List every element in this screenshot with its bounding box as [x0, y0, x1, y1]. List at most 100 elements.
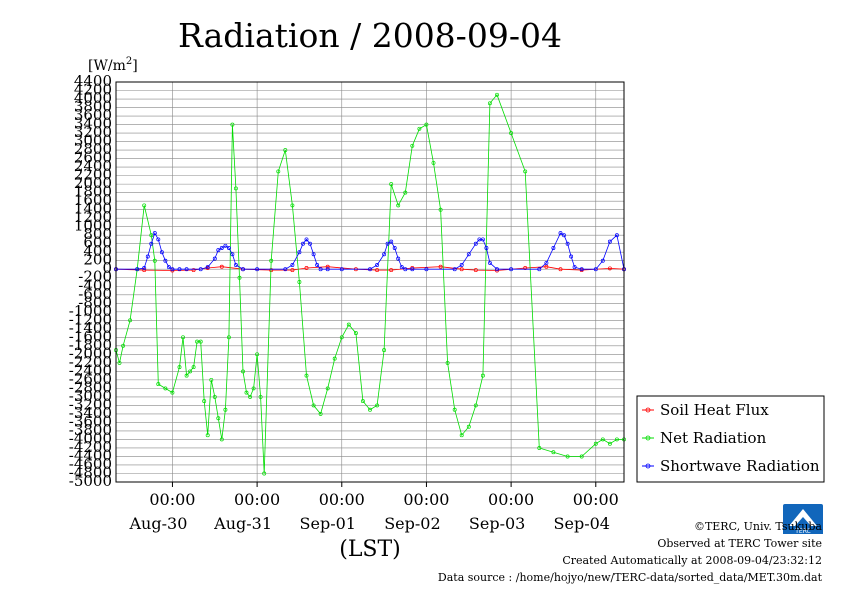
data-point	[149, 241, 154, 246]
x-tick-date: Sep-04	[554, 514, 610, 533]
data-point	[495, 267, 499, 272]
plot-frame	[115, 81, 625, 483]
data-point	[191, 268, 196, 273]
data-point	[509, 131, 514, 136]
y-tick-label: -2000	[69, 344, 112, 362]
data-point	[304, 373, 309, 378]
y-tick-label: -3400	[69, 404, 112, 422]
data-point	[392, 246, 397, 250]
data-point	[466, 424, 471, 429]
data-point	[297, 280, 302, 284]
data-point	[487, 101, 492, 106]
y-tick-label: -5000	[69, 472, 112, 490]
data-point	[410, 143, 415, 148]
y-tick-label: -2800	[69, 378, 112, 396]
data-point	[569, 254, 574, 259]
data-point	[325, 386, 330, 391]
data-point	[480, 373, 485, 378]
y-tick-label: 2400	[74, 157, 112, 175]
data-point	[290, 268, 295, 273]
y-tick-label: 4200	[74, 81, 112, 99]
data-point	[484, 246, 489, 250]
data-point	[360, 399, 365, 404]
data-point	[191, 365, 196, 370]
data-point	[558, 267, 563, 272]
data-point	[152, 258, 157, 263]
x-tick-time: 00:00	[573, 490, 619, 509]
y-tick-label: 1200	[74, 208, 112, 226]
data-point	[579, 454, 584, 459]
data-point	[244, 390, 249, 395]
data-point	[177, 267, 182, 272]
data-point	[233, 186, 238, 191]
y-tick-label: -4800	[69, 463, 112, 481]
y-tick-label: 0	[102, 259, 112, 277]
data-point	[600, 258, 605, 263]
data-point	[149, 233, 154, 238]
data-point	[339, 335, 344, 340]
data-point	[396, 203, 401, 208]
data-point	[121, 343, 126, 348]
credit-source: Data source : /home/hojyo/new/TERC-data/…	[438, 571, 823, 584]
data-point	[403, 190, 408, 195]
y-tick-label: 4000	[74, 89, 112, 107]
data-point	[607, 266, 612, 271]
y-tick-label: 600	[83, 234, 112, 252]
data-point	[389, 239, 394, 244]
data-point	[480, 237, 485, 242]
data-point	[452, 267, 457, 272]
data-point	[205, 265, 210, 270]
data-point	[459, 433, 464, 438]
data-point	[375, 263, 380, 267]
y-tick-label: -200	[78, 268, 112, 286]
data-point	[163, 386, 168, 391]
data-point	[614, 233, 619, 238]
data-point	[537, 267, 542, 272]
y-tick-label: -3200	[69, 395, 112, 413]
y-tick-label: -800	[78, 293, 112, 311]
data-point	[353, 331, 358, 336]
data-point	[188, 369, 193, 374]
y-tick-label: -4600	[69, 455, 112, 473]
y-tick-label: -4000	[69, 429, 112, 447]
data-point	[290, 263, 295, 267]
data-point	[283, 148, 288, 153]
x-tick-date: Aug-31	[213, 514, 272, 533]
y-tick-label: 2800	[74, 140, 112, 158]
data-point	[195, 339, 200, 344]
x-tick-date: Sep-03	[469, 514, 525, 533]
data-point	[255, 267, 260, 272]
y-tick-label: -4200	[69, 438, 112, 456]
data-point	[304, 266, 309, 270]
data-point	[318, 411, 323, 416]
data-point	[424, 267, 429, 272]
data-point	[216, 248, 221, 253]
y-tick-label: 3400	[74, 115, 112, 133]
data-point	[403, 267, 408, 272]
legend-marker	[645, 463, 651, 469]
y-tick-label: -2600	[69, 370, 112, 388]
data-point	[459, 267, 464, 272]
credit-created: Created Automatically at 2008-09-04/23:3…	[562, 554, 822, 567]
data-point	[473, 268, 478, 273]
data-point	[142, 266, 147, 270]
legend-label: Soil Heat Flux	[660, 401, 769, 419]
y-tick-label: 1800	[74, 183, 112, 201]
data-point	[551, 450, 556, 455]
data-point	[237, 275, 242, 280]
x-tick-date: Aug-30	[129, 514, 188, 533]
data-point	[184, 267, 189, 272]
data-point	[255, 352, 260, 357]
y-tick-label: -3000	[69, 387, 112, 405]
data-point	[382, 252, 387, 257]
data-point	[145, 254, 150, 259]
data-point	[438, 207, 443, 212]
data-point	[339, 267, 344, 272]
y-tick-label: -1200	[69, 310, 112, 328]
data-point	[304, 237, 309, 242]
data-point	[375, 403, 380, 408]
data-point	[565, 454, 570, 459]
legend-marker	[645, 407, 651, 413]
data-point	[209, 377, 214, 382]
